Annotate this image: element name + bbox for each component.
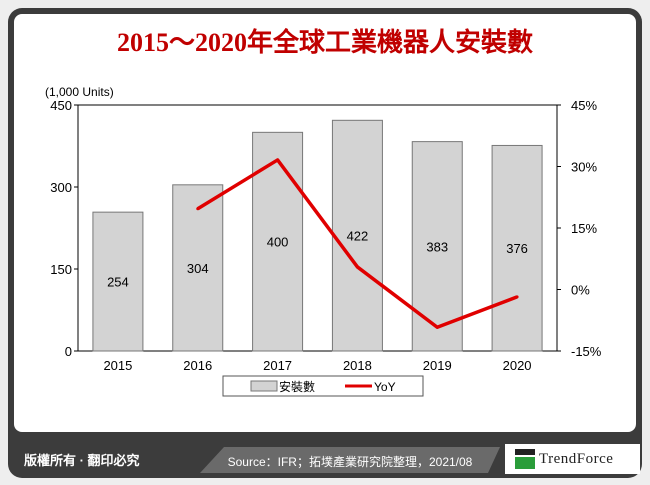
legend-label-line: YoY [374,380,396,394]
yoy-point-2017 [276,158,280,162]
data-label-2020: 376 [506,241,528,256]
trendforce-logo-icon [515,449,535,469]
y2-tick-45%: 45% [571,98,597,113]
bar-2018 [331,119,383,352]
yoy-point-2020 [515,295,519,299]
y-tick-150: 150 [50,262,72,277]
x-tick-2015: 2015 [103,358,132,373]
yoy-point-2018 [355,265,359,269]
copyright-text: 版權所有 · 翻印必究 [24,453,140,468]
plot-area [77,104,558,352]
logo-text: TrendForce [539,450,614,467]
y2-tick--15%: -15% [571,344,602,359]
yoy-point-2019 [435,325,439,329]
x-tick-2020: 2020 [503,358,532,373]
x-tick-2016: 2016 [183,358,212,373]
source-text: Source：IFR；拓墣產業研究院整理，2021/08 [200,447,500,473]
data-label-2018: 422 [347,229,369,244]
y2-tick-15%: 15% [571,221,597,236]
trendforce-logo: TrendForce [505,444,640,474]
bar-2015 [92,211,144,352]
y2-tick-30%: 30% [571,160,597,175]
chart-title: 2015～2020年全球工業機器人安裝數 [116,28,533,57]
yoy-point-2016 [196,207,200,211]
x-tick-2019: 2019 [423,358,452,373]
legend-swatch-bar [250,380,278,392]
y-tick-450: 450 [50,98,72,113]
bar-2020 [491,144,543,352]
data-label-2019: 383 [426,239,448,254]
data-label-2016: 304 [187,261,209,276]
bar-2016 [172,184,224,352]
x-tick-2018: 2018 [343,358,372,373]
data-label-2015: 254 [107,275,129,290]
data-label-2017: 400 [267,235,289,250]
legend-label-bar: 安裝數 [279,379,315,394]
y-tick-0: 0 [65,344,72,359]
y-axis-label: (1,000 Units) [45,85,114,99]
y2-tick-0%: 0% [571,283,590,298]
x-tick-2017: 2017 [263,358,292,373]
y-tick-300: 300 [50,180,72,195]
